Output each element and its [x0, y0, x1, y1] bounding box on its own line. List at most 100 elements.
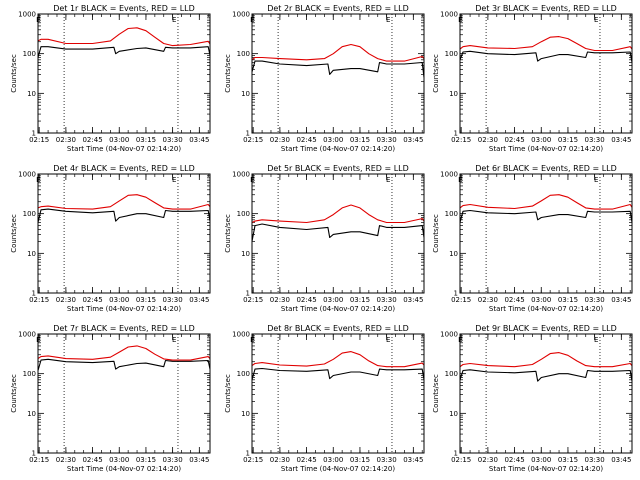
- detector-panel: Det 8r BLACK = Events, RED = LLD 1 10 100 10…: [224, 324, 425, 473]
- y-axis-label: Counts/sec: [432, 374, 440, 413]
- plot-frame: [37, 333, 211, 454]
- x-tick-label: 02:15: [29, 296, 49, 304]
- y-tick-label: 1: [246, 130, 250, 138]
- x-axis-label: Start Time (04-Nov-07 02:14:20): [67, 145, 181, 153]
- panel-title: Det 9r BLACK = Events, RED = LLD: [475, 324, 617, 333]
- y-tick-label: 1000: [232, 11, 250, 19]
- detector-panel: Det 2r BLACK = Events, RED = LLD 1 10 100 10…: [224, 4, 425, 153]
- x-tick-label: 03:30: [163, 136, 183, 144]
- lld-series-line: [251, 351, 425, 368]
- y-tick-label: 100: [237, 370, 250, 378]
- x-axis-label: Start Time (04-Nov-07 02:14:20): [489, 145, 603, 153]
- detector-panel: Det 9r BLACK = Events, RED = LLD 1 10 100 10…: [432, 324, 633, 473]
- plot-frame: [459, 173, 633, 294]
- x-tick-label: 02:15: [451, 136, 471, 144]
- x-axis-label: Start Time (04-Nov-07 02:14:20): [67, 305, 181, 313]
- x-tick-label: 02:15: [29, 456, 49, 464]
- x-tick-label: 02:30: [478, 296, 498, 304]
- x-tick-label: 03:15: [558, 456, 578, 464]
- x-tick-label: 03:00: [531, 456, 551, 464]
- event-marker-label: E: [172, 176, 176, 184]
- x-tick-label: 02:45: [504, 296, 524, 304]
- x-axis-label: Start Time (04-Nov-07 02:14:20): [489, 465, 603, 473]
- y-tick-label: 1000: [440, 11, 458, 19]
- plot-frame: [459, 13, 633, 134]
- y-axis-label: Counts/sec: [432, 54, 440, 93]
- y-tick-label: 10: [449, 410, 458, 418]
- y-tick-label: 1: [32, 450, 36, 458]
- x-tick-label: 02:30: [56, 296, 76, 304]
- y-tick-label: 1000: [18, 11, 36, 19]
- events-series-line: [459, 369, 633, 382]
- events-series-line: [459, 50, 633, 63]
- event-marker-label: E: [386, 336, 390, 344]
- x-tick-label: 02:45: [296, 136, 316, 144]
- events-series-line: [459, 209, 633, 223]
- x-tick-label: 02:30: [56, 456, 76, 464]
- events-series-line: [251, 223, 425, 242]
- detector-panel: Det 5r BLACK = Events, RED = LLD 1 10 100 10…: [224, 164, 425, 313]
- x-axis-label: Start Time (04-Nov-07 02:14:20): [281, 305, 395, 313]
- y-tick-label: 1000: [440, 171, 458, 179]
- x-tick-label: 02:15: [29, 136, 49, 144]
- x-tick-label: 02:30: [270, 456, 290, 464]
- y-tick-label: 100: [237, 50, 250, 58]
- x-tick-label: 02:30: [270, 136, 290, 144]
- x-tick-label: 03:45: [611, 456, 631, 464]
- x-tick-label: 03:30: [377, 296, 397, 304]
- x-tick-label: 02:45: [82, 296, 102, 304]
- y-axis-label: Counts/sec: [224, 374, 232, 413]
- x-tick-label: 02:45: [82, 456, 102, 464]
- y-tick-label: 10: [27, 90, 36, 98]
- x-tick-label: 03:30: [585, 296, 605, 304]
- event-marker-label: E: [172, 336, 176, 344]
- panel-title: Det 7r BLACK = Events, RED = LLD: [53, 324, 195, 333]
- y-tick-label: 10: [27, 250, 36, 258]
- event-marker-label: E: [386, 16, 390, 24]
- x-tick-label: 03:15: [350, 296, 370, 304]
- lld-series-line: [37, 345, 211, 361]
- x-tick-label: 03:00: [323, 136, 343, 144]
- x-tick-label: 03:45: [611, 136, 631, 144]
- panel-title: Det 4r BLACK = Events, RED = LLD: [53, 164, 195, 173]
- y-tick-label: 1: [454, 450, 458, 458]
- panel-title: Det 5r BLACK = Events, RED = LLD: [267, 164, 409, 173]
- x-tick-label: 02:45: [82, 136, 102, 144]
- y-tick-label: 1: [454, 130, 458, 138]
- x-tick-label: 03:15: [558, 136, 578, 144]
- x-tick-label: 03:45: [403, 136, 423, 144]
- lld-series-line: [459, 352, 633, 368]
- y-tick-label: 1000: [440, 331, 458, 339]
- event-marker-label: E: [594, 176, 598, 184]
- y-tick-label: 1: [246, 450, 250, 458]
- x-tick-label: 03:45: [189, 136, 209, 144]
- x-tick-label: 03:15: [136, 296, 156, 304]
- x-tick-label: 02:30: [478, 456, 498, 464]
- y-tick-label: 100: [445, 210, 458, 218]
- lld-series-line: [459, 36, 633, 52]
- event-marker-label: E: [594, 336, 598, 344]
- y-tick-label: 10: [449, 90, 458, 98]
- x-tick-label: 03:30: [377, 136, 397, 144]
- x-tick-label: 02:15: [243, 296, 263, 304]
- x-tick-label: 03:45: [189, 456, 209, 464]
- y-tick-label: 1: [454, 290, 458, 298]
- x-tick-label: 03:15: [558, 296, 578, 304]
- detector-panel: Det 1r BLACK = Events, RED = LLD 1 10 100 10…: [10, 4, 211, 153]
- x-tick-label: 03:45: [611, 296, 631, 304]
- y-tick-label: 1000: [18, 331, 36, 339]
- y-tick-label: 1: [32, 290, 36, 298]
- x-axis-label: Start Time (04-Nov-07 02:14:20): [281, 465, 395, 473]
- x-tick-label: 03:15: [136, 456, 156, 464]
- detector-panel: Det 6r BLACK = Events, RED = LLD 1 10 100 10…: [432, 164, 633, 313]
- x-tick-label: 02:45: [504, 136, 524, 144]
- y-tick-label: 100: [23, 370, 36, 378]
- event-marker-label: E: [386, 176, 390, 184]
- panel-title: Det 1r BLACK = Events, RED = LLD: [53, 4, 195, 13]
- events-series-line: [37, 208, 211, 223]
- detector-panel: Det 3r BLACK = Events, RED = LLD 1 10 100 10…: [432, 4, 633, 153]
- x-axis-label: Start Time (04-Nov-07 02:14:20): [67, 465, 181, 473]
- event-marker-label: E: [594, 16, 598, 24]
- panel-title: Det 2r BLACK = Events, RED = LLD: [267, 4, 409, 13]
